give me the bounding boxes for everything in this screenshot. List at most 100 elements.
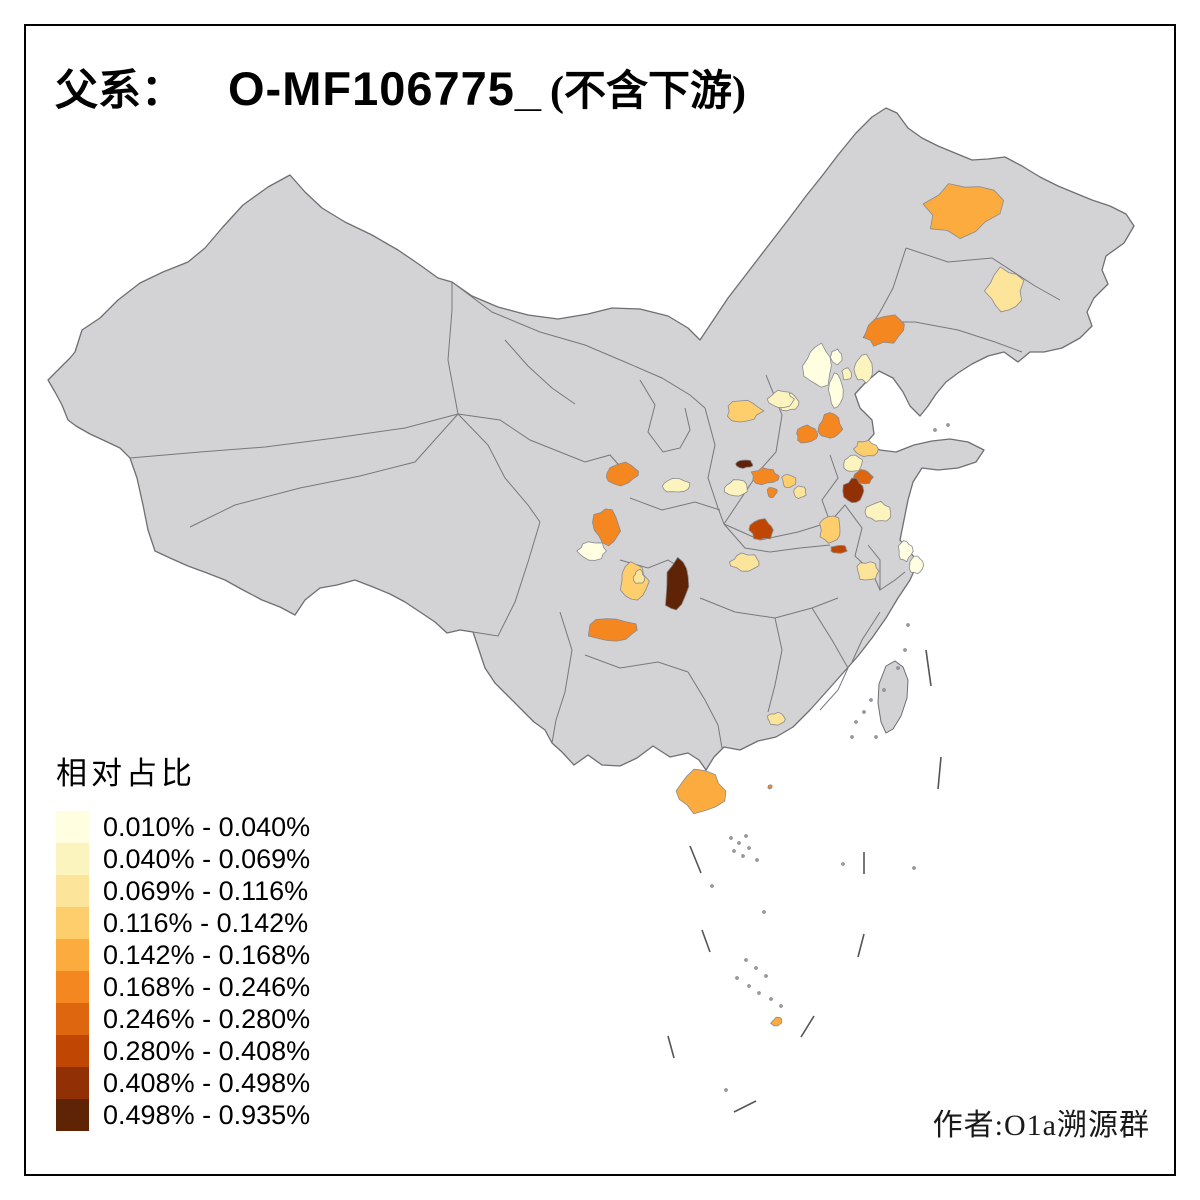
nine-dash-segment <box>689 845 702 874</box>
legend-swatch <box>56 875 89 907</box>
province-border <box>451 281 706 409</box>
province-border <box>687 671 723 749</box>
region-blob <box>853 439 879 458</box>
island-dot <box>757 991 761 995</box>
island-dot <box>755 858 759 862</box>
region-blob <box>802 342 832 388</box>
island-dot <box>946 423 950 427</box>
legend-label: 0.408% - 0.498% <box>103 1067 311 1098</box>
province-border <box>723 521 831 541</box>
region-blob <box>605 461 639 487</box>
island-dot <box>882 688 886 692</box>
province-border <box>189 413 459 528</box>
legend-item: 0.069% - 0.116% <box>56 875 310 907</box>
region-blob <box>863 314 905 347</box>
title-prefix: 父系： <box>55 68 184 115</box>
title-haplogroup-code: O-MF106775_ <box>228 62 543 115</box>
legend-label: 0.280% - 0.408% <box>103 1035 311 1066</box>
province-border <box>584 654 689 673</box>
region-blob <box>830 545 848 554</box>
region-blob <box>766 389 795 408</box>
island-dot <box>747 846 751 850</box>
region-blob <box>922 183 1004 240</box>
island-dot <box>710 884 714 888</box>
region-blob <box>587 618 638 642</box>
legend-item: 0.408% - 0.498% <box>56 1067 310 1099</box>
region-blob <box>766 487 778 499</box>
region-blob <box>723 479 748 497</box>
region-blob <box>767 711 786 726</box>
region-blob <box>592 508 621 547</box>
legend-label: 0.010% - 0.040% <box>103 811 311 842</box>
province-border <box>723 523 831 553</box>
nine-dash-segment <box>701 929 711 953</box>
legend-item: 0.116% - 0.142% <box>56 907 310 939</box>
legend-label: 0.142% - 0.168% <box>103 939 311 970</box>
province-border <box>704 407 725 525</box>
legend-item: 0.246% - 0.280% <box>56 1003 310 1035</box>
province-border <box>472 521 541 637</box>
province-border <box>504 339 576 405</box>
island-dot <box>779 1004 783 1008</box>
page-title: 父系： O-MF106775_ (不含下游) <box>55 56 746 118</box>
island-dot <box>747 984 751 988</box>
island-dot <box>735 976 739 980</box>
legend-item: 0.168% - 0.246% <box>56 971 310 1003</box>
legend-label: 0.069% - 0.116% <box>103 875 309 906</box>
island-dot <box>850 735 854 739</box>
legend-label: 0.116% - 0.142% <box>103 907 309 938</box>
province-border <box>905 247 1061 301</box>
legend-label: 0.498% - 0.935% <box>103 1099 311 1130</box>
legend-swatch <box>56 907 89 939</box>
island-dot <box>769 997 773 1001</box>
region-blob <box>729 552 760 572</box>
nine-dash-segment <box>800 1015 815 1038</box>
island-dot <box>912 866 916 870</box>
region-blob <box>796 424 819 444</box>
legend-label: 0.040% - 0.069% <box>103 843 311 874</box>
nine-dash-segment <box>925 649 932 687</box>
province-border <box>867 544 906 591</box>
island-dot <box>933 428 937 432</box>
region-blob <box>817 412 844 439</box>
region-blob <box>853 469 874 485</box>
province-border <box>457 413 626 473</box>
region-blob <box>864 500 892 522</box>
island-dot <box>724 1088 728 1092</box>
island-dot <box>729 836 733 840</box>
author-credit: 作者:O1a溯源群 <box>932 1109 1150 1142</box>
island-dot <box>744 834 748 838</box>
legend: 相对占比 0.010% - 0.040% 0.040% - 0.069% 0.069… <box>56 748 310 1131</box>
legend-swatch <box>56 1067 89 1099</box>
region-blob <box>897 540 914 562</box>
island-dot <box>737 841 741 845</box>
legend-swatch <box>56 1099 89 1131</box>
legend-swatch <box>56 843 89 875</box>
region-blob <box>770 1016 783 1027</box>
island-dot <box>854 720 858 724</box>
island-dot <box>762 910 766 914</box>
region-blob <box>843 454 863 472</box>
region-blob <box>842 477 865 504</box>
region-blob <box>767 784 773 790</box>
region-blob <box>665 556 690 611</box>
province-border <box>639 379 691 453</box>
region-blob <box>781 474 797 489</box>
island-dot <box>754 966 758 970</box>
legend-swatch <box>56 939 89 971</box>
region-blob <box>750 467 780 486</box>
region-blob <box>748 518 774 540</box>
island-dot <box>874 735 878 739</box>
region-blob <box>829 348 843 366</box>
legend-item: 0.280% - 0.408% <box>56 1035 310 1067</box>
region-blob <box>819 515 841 544</box>
nine-dash-segment <box>857 933 865 958</box>
island-dot <box>869 698 873 702</box>
nine-dash-segment <box>733 1100 757 1113</box>
taiwan-island <box>877 660 909 734</box>
legend-swatch <box>56 1035 89 1067</box>
province-border <box>551 611 573 744</box>
island-dot <box>744 958 748 962</box>
region-blob <box>793 485 807 499</box>
